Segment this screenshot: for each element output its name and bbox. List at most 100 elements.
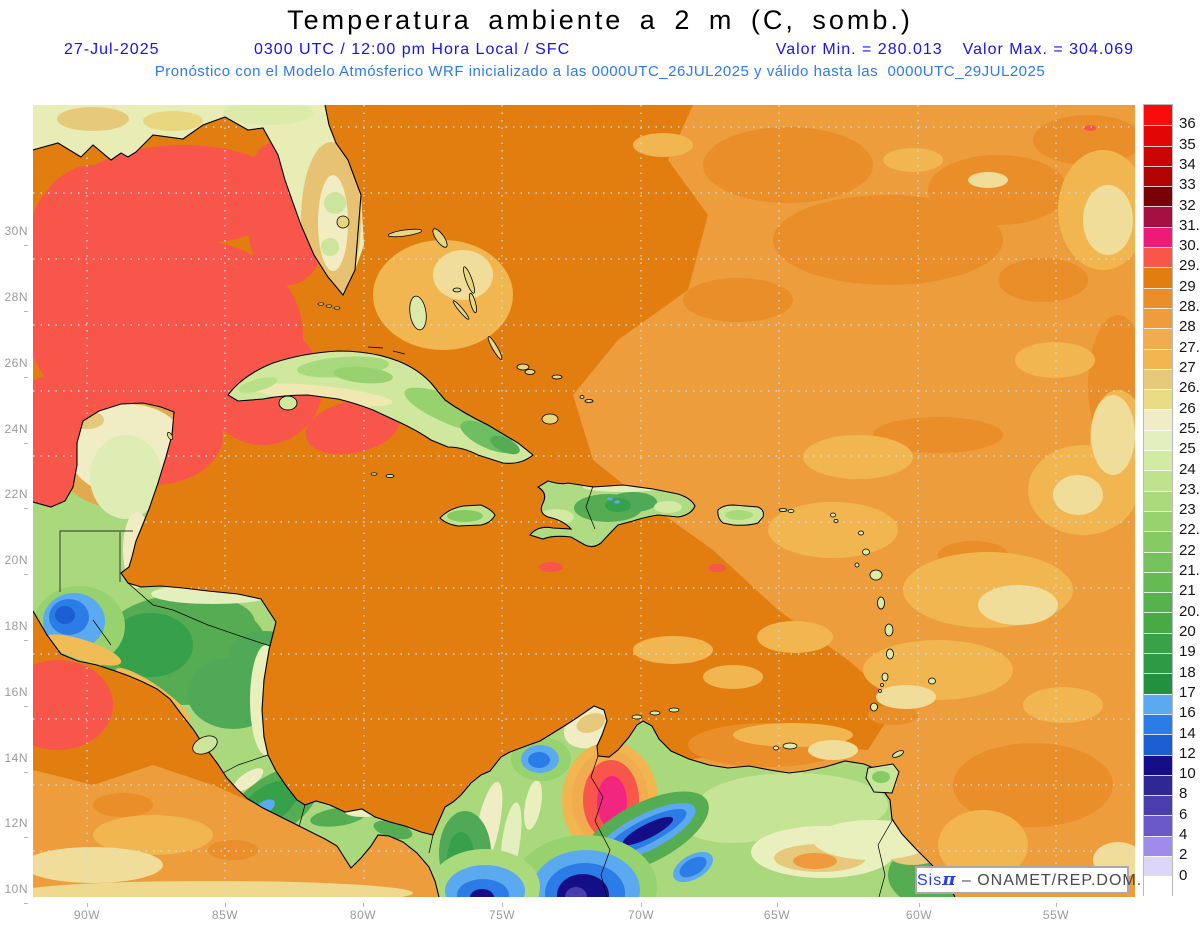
lat-label: 24N	[0, 422, 28, 450]
colorbar: 363534333231.530.729.72928.52827.52726.5…	[1143, 104, 1200, 897]
colorbar-label: 17	[1179, 683, 1196, 701]
colorbar-cell	[1144, 165, 1172, 187]
valor-max: Valor Max. = 304.069	[962, 41, 1134, 58]
colorbar-cell	[1144, 145, 1172, 166]
colorbar-cell	[1144, 510, 1172, 532]
colorbar-label: 4	[1179, 826, 1188, 844]
colorbar-cell	[1144, 247, 1172, 268]
land-puerto-rico	[717, 504, 764, 526]
lat-label: 16N	[0, 685, 28, 713]
lat-label: 18N	[0, 619, 28, 647]
colorbar-label: 25	[1179, 440, 1196, 458]
lon-label: 90W	[63, 903, 111, 922]
colorbar-label: 33	[1179, 176, 1196, 194]
forecast-date: 27-Jul-2025	[64, 41, 160, 58]
colorbar-cell	[1144, 612, 1172, 633]
lat-label: 30N	[0, 224, 28, 252]
colorbar-cell	[1144, 409, 1172, 430]
lake-nicaragua	[192, 735, 218, 755]
field-minmax: Valor Min. = 280.013 Valor Max. = 304.06…	[776, 41, 1134, 61]
colorbar-label: 32	[1179, 196, 1196, 214]
colorbar-label: 8	[1179, 785, 1188, 803]
haiti-dr-border	[585, 485, 596, 530]
colorbar-cell	[1144, 429, 1172, 451]
colorbar-cell	[1144, 835, 1172, 856]
lat-label: 14N	[0, 751, 28, 779]
colorbar-cell	[1144, 490, 1172, 511]
colorbar-label: 27	[1179, 359, 1196, 376]
colorbar-label: 12	[1179, 744, 1196, 762]
colorbar-cell	[1144, 693, 1172, 714]
lesser-antilles	[778, 508, 936, 712]
colorbar-label: 0	[1179, 866, 1188, 884]
colorbar-cell	[1144, 186, 1172, 207]
valor-min: Valor Min. = 280.013	[775, 41, 943, 58]
land-jamaica	[439, 504, 496, 527]
watermark-org: – ONAMET/REP.DOM.	[956, 872, 1143, 889]
isle-of-youth	[278, 395, 298, 411]
bahamas-islands	[387, 228, 594, 425]
lon-label: 65W	[753, 903, 801, 922]
lat-label: 26N	[0, 356, 28, 384]
colorbar-label: 26	[1179, 399, 1196, 417]
colorbar-label: 22.5	[1179, 521, 1200, 539]
colorbar-cell	[1144, 673, 1172, 694]
colorbar-label: 35	[1179, 135, 1196, 153]
colorbar-label: 21	[1179, 582, 1196, 600]
colorbar-label: 31.5	[1179, 216, 1200, 234]
page-title: Temperatura ambiente a 2 m (C, somb.)	[287, 5, 913, 35]
map-canvas	[3, 104, 1148, 905]
lat-label: 28N	[0, 290, 28, 318]
colorbar-cell	[1144, 774, 1172, 796]
lon-label: 70W	[617, 903, 665, 922]
forecast-valid-time: 0300 UTC / 12:00 pm Hora Local / SFC	[254, 41, 571, 58]
colorbar-label: 30.7	[1179, 237, 1200, 255]
colorbar-cell	[1144, 734, 1172, 755]
colorbar-cell	[1144, 226, 1172, 248]
colorbar-cell	[1144, 551, 1172, 572]
colorbar-label: 24	[1179, 460, 1196, 478]
colorbar-cell	[1144, 368, 1172, 390]
abc-islands	[631, 707, 798, 751]
colorbar-cell	[1144, 754, 1172, 775]
colorbar-cell	[1144, 328, 1172, 349]
colorbar-cell	[1144, 307, 1172, 329]
cozumel-island	[167, 432, 173, 440]
country-borders	[59, 530, 894, 898]
colorbar-label: 28	[1179, 318, 1196, 336]
colorbar-cell	[1144, 470, 1172, 491]
colorbar-label: 26.5	[1179, 379, 1200, 397]
pi-symbol: π	[942, 869, 957, 890]
colorbar-label: 29	[1179, 277, 1196, 295]
colorbar-label: 27.5	[1179, 338, 1200, 356]
colorbar-cell	[1144, 267, 1172, 288]
lon-label: 60W	[895, 903, 943, 922]
colorbar-cell	[1144, 531, 1172, 552]
lon-label: 75W	[478, 903, 526, 922]
lake-okeechobee	[336, 215, 350, 229]
lat-label: 12N	[0, 816, 28, 844]
lon-label: 85W	[201, 903, 249, 922]
colorbar-label: 10	[1179, 765, 1196, 783]
colorbar-cell	[1144, 389, 1172, 410]
colorbar-cell	[1144, 592, 1172, 613]
colorbar-label: 16	[1179, 704, 1196, 722]
colorbar-label: 20.5	[1179, 602, 1200, 620]
lon-label: 80W	[339, 903, 387, 922]
colorbar-label: 25.5	[1179, 419, 1200, 437]
andes-cold-spots	[430, 737, 713, 897]
colorbar-label: 23.5	[1179, 480, 1200, 498]
model-init-line: Pronóstico con el Modelo Atmósferico WRF…	[154, 63, 1046, 80]
colorbar-label: 18	[1179, 663, 1196, 681]
lat-label: 22N	[0, 487, 28, 515]
colorbar-cell	[1144, 855, 1172, 877]
watermark-sispi: Sisπ – ONAMET/REP.DOM.	[915, 866, 1141, 894]
florida-keys	[317, 302, 341, 310]
colorbar-cell	[1144, 653, 1172, 674]
colorbar-cell	[1144, 450, 1172, 471]
colorbar-label: 29.7	[1179, 257, 1200, 275]
colorbar-label: 14	[1179, 724, 1196, 742]
colorbar-label: 2	[1179, 846, 1188, 864]
lon-label: 55W	[1032, 903, 1080, 922]
